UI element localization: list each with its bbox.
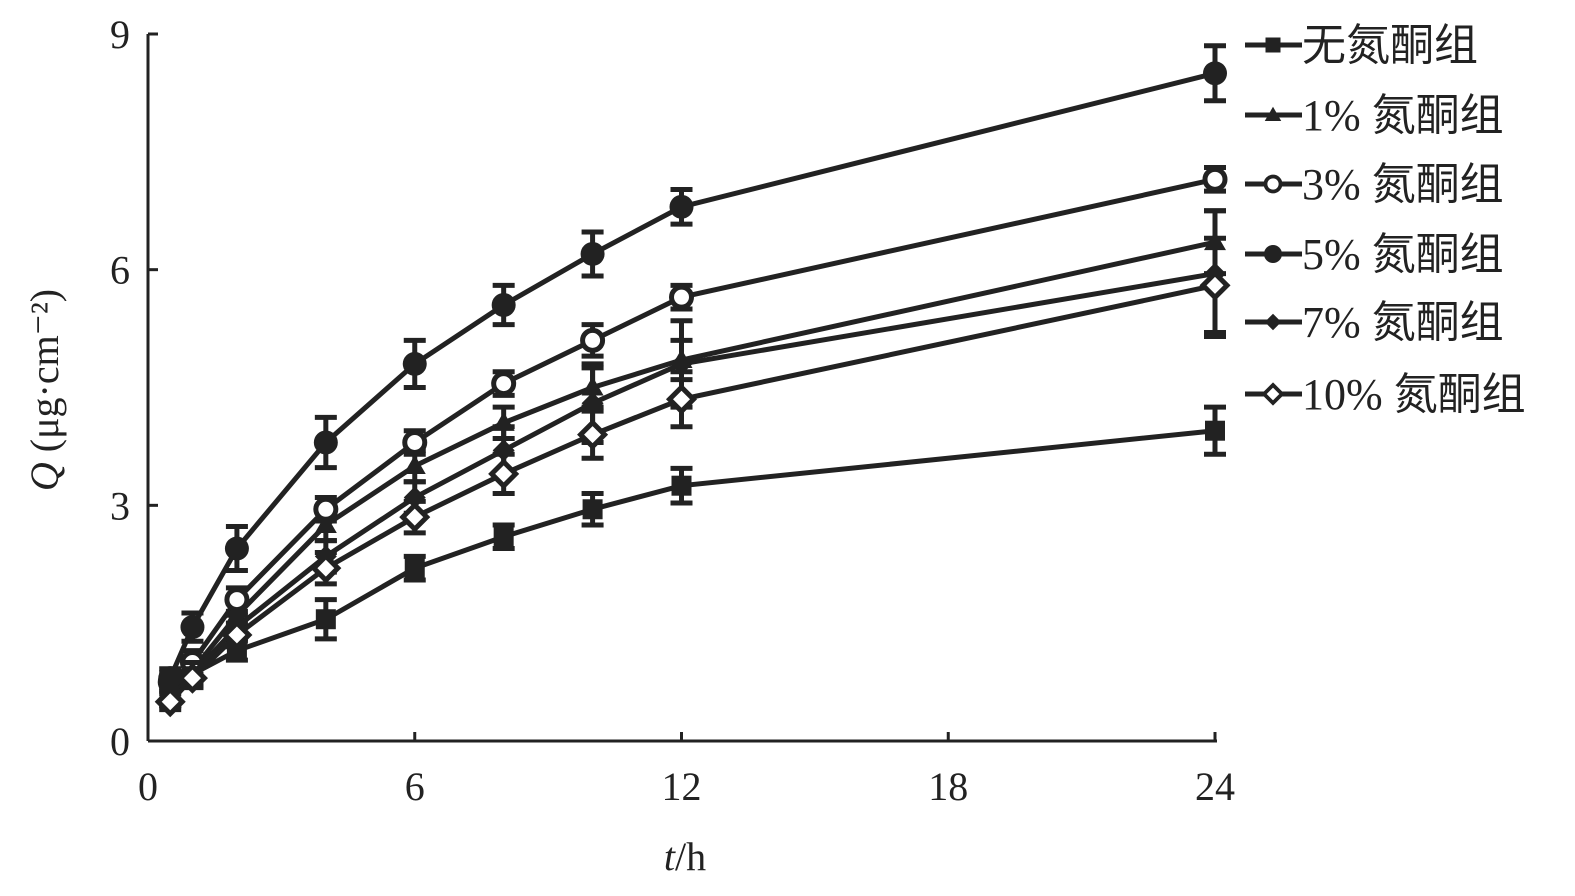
filled-circle-marker bbox=[1264, 245, 1282, 263]
open-diamond-marker bbox=[399, 501, 431, 533]
series-group bbox=[154, 43, 1231, 718]
x-tick-label: 24 bbox=[1195, 764, 1235, 809]
open-circle-marker bbox=[491, 371, 517, 397]
filled-circle-marker bbox=[402, 351, 427, 376]
legend-item: 7% 氮酮组 bbox=[1245, 298, 1504, 347]
open-circle-marker bbox=[224, 587, 250, 613]
x-tick-label: 18 bbox=[928, 764, 968, 809]
axes: 0 6 12 18 24 0 3 6 9 bbox=[110, 12, 1235, 809]
filled-circle-marker bbox=[158, 666, 183, 691]
square-marker bbox=[315, 609, 336, 630]
open-circle-marker bbox=[1263, 174, 1283, 194]
legend-label: 5% 氮酮组 bbox=[1302, 230, 1504, 279]
filled-circle-marker bbox=[491, 293, 516, 318]
square-marker bbox=[671, 475, 692, 496]
open-diamond-marker bbox=[665, 383, 698, 415]
series-filled-circle bbox=[158, 43, 1227, 691]
filled-circle-marker bbox=[669, 194, 694, 219]
series-diamond bbox=[159, 208, 1226, 709]
filled-circle-marker bbox=[1203, 61, 1227, 86]
square-marker bbox=[404, 558, 425, 579]
open-circle-marker bbox=[669, 284, 694, 310]
x-axis-label: t/h bbox=[664, 834, 706, 879]
open-circle-marker bbox=[402, 429, 428, 455]
filled-circle-marker bbox=[180, 615, 205, 640]
series-open-diamond bbox=[154, 235, 1231, 718]
open-circle-marker bbox=[1202, 166, 1228, 192]
legend-item: 3% 氮酮组 bbox=[1245, 160, 1504, 209]
legend-item: 5% 氮酮组 bbox=[1245, 230, 1504, 279]
square-marker bbox=[1265, 37, 1281, 53]
open-circle-marker bbox=[580, 327, 606, 353]
open-circle-marker bbox=[313, 496, 339, 522]
y-tick-label: 6 bbox=[110, 248, 130, 293]
legend-item: 无氮酮组 bbox=[1245, 21, 1478, 70]
filled-circle-marker bbox=[313, 430, 338, 455]
legend-item: 10% 氮酮组 bbox=[1245, 370, 1526, 419]
y-tick-label: 9 bbox=[110, 12, 130, 57]
open-diamond-marker bbox=[176, 662, 208, 694]
x-tick-label: 12 bbox=[662, 764, 702, 809]
diamond-marker bbox=[1264, 313, 1282, 331]
open-diamond-marker bbox=[310, 552, 342, 584]
open-diamond-marker bbox=[488, 458, 520, 490]
open-diamond-marker bbox=[1199, 269, 1231, 301]
filled-circle-marker bbox=[580, 241, 605, 266]
filled-circle-marker bbox=[224, 536, 249, 561]
y-tick-label: 3 bbox=[110, 483, 130, 528]
legend-label: 3% 氮酮组 bbox=[1302, 160, 1504, 209]
open-diamond-marker bbox=[154, 686, 186, 718]
series-line bbox=[167, 70, 1216, 680]
triangle-marker bbox=[1264, 106, 1282, 121]
square-marker bbox=[582, 499, 603, 520]
triangle-marker bbox=[403, 455, 426, 475]
legend-label: 7% 氮酮组 bbox=[1302, 298, 1504, 347]
open-diamond-marker bbox=[221, 619, 253, 651]
square-marker bbox=[1205, 420, 1225, 441]
legend-label: 无氮酮组 bbox=[1302, 21, 1478, 70]
legend: 无氮酮组 1% 氮酮组 3% 氮酮组 5% 氮酮组 7% 氮酮组 10% 氮酮组 bbox=[1245, 21, 1526, 419]
open-diamond-marker bbox=[1261, 382, 1285, 406]
legend-item: 1% 氮酮组 bbox=[1245, 91, 1504, 140]
x-tick-label: 0 bbox=[138, 764, 158, 809]
legend-label: 1% 氮酮组 bbox=[1302, 91, 1504, 140]
y-tick-label: 0 bbox=[110, 719, 130, 764]
x-tick-label: 6 bbox=[405, 764, 425, 809]
square-marker bbox=[493, 526, 514, 547]
legend-label: 10% 氮酮组 bbox=[1302, 370, 1526, 419]
open-diamond-marker bbox=[577, 419, 609, 451]
y-axis-label: Q (μg·cm⁻²) bbox=[22, 289, 67, 491]
